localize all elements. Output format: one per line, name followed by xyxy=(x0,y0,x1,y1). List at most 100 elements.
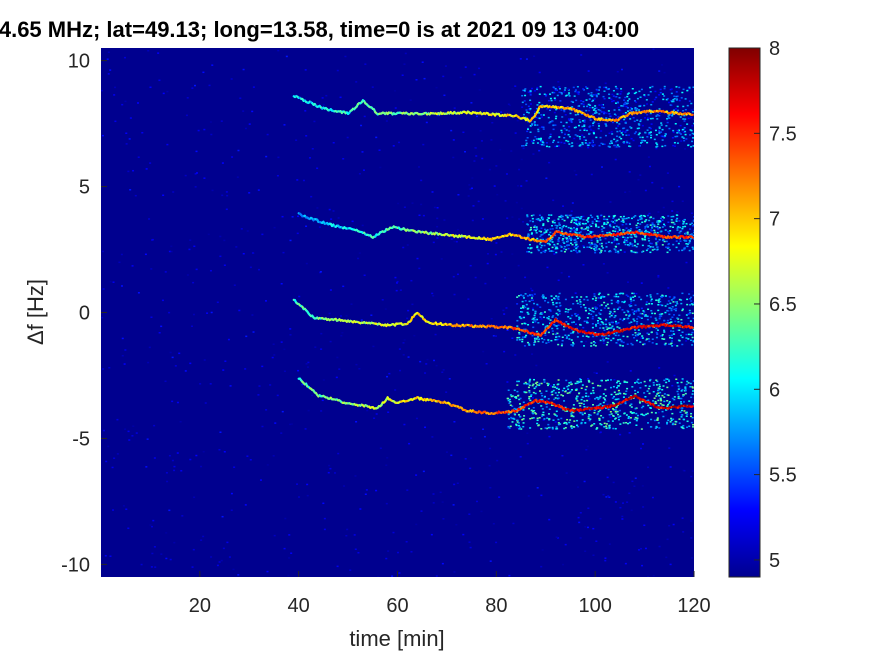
noise-speck xyxy=(566,240,569,243)
noise-speck xyxy=(658,385,661,388)
noise-speck xyxy=(525,103,528,106)
noise-speck xyxy=(656,226,659,229)
noise-speck xyxy=(494,253,497,256)
noise-speck xyxy=(457,193,460,196)
noise-speck xyxy=(469,467,472,470)
noise-speck xyxy=(530,247,533,249)
noise-speck xyxy=(603,143,606,146)
noise-speck xyxy=(223,239,226,242)
noise-speck xyxy=(632,311,635,314)
noise-speck xyxy=(265,155,268,158)
noise-speck xyxy=(691,336,694,339)
plot-area-background xyxy=(101,48,694,577)
noise-speck xyxy=(281,410,284,413)
noise-speck xyxy=(650,298,653,300)
noise-speck xyxy=(541,233,544,236)
noise-speck xyxy=(536,417,539,420)
noise-speck xyxy=(678,220,681,222)
noise-speck xyxy=(610,98,613,101)
noise-speck xyxy=(567,93,570,96)
noise-speck xyxy=(588,419,591,422)
noise-speck xyxy=(639,123,642,125)
noise-speck xyxy=(552,404,555,407)
noise-speck xyxy=(646,318,649,321)
noise-speck xyxy=(661,337,664,340)
noise-speck xyxy=(618,228,621,230)
noise-speck xyxy=(621,502,624,504)
noise-speck xyxy=(559,100,562,102)
noise-speck xyxy=(614,427,617,430)
noise-speck xyxy=(561,218,564,221)
noise-speck xyxy=(470,102,473,104)
noise-speck xyxy=(638,127,641,129)
noise-speck xyxy=(516,380,519,383)
noise-speck xyxy=(481,157,484,160)
noise-speck xyxy=(526,311,529,314)
noise-speck xyxy=(296,232,299,235)
noise-speck xyxy=(657,223,660,225)
noise-speck xyxy=(128,138,131,140)
noise-speck xyxy=(634,108,637,110)
noise-speck xyxy=(612,332,615,335)
noise-speck xyxy=(656,225,659,228)
noise-speck xyxy=(244,504,247,506)
noise-speck xyxy=(677,235,680,238)
noise-speck xyxy=(606,361,609,363)
noise-speck xyxy=(252,252,255,254)
noise-speck xyxy=(633,310,636,313)
noise-speck xyxy=(649,224,652,226)
noise-speck xyxy=(492,522,495,525)
noise-speck xyxy=(543,418,546,420)
noise-speck xyxy=(600,321,603,323)
noise-speck xyxy=(375,413,378,415)
noise-speck xyxy=(552,128,555,131)
noise-speck xyxy=(225,208,228,211)
noise-speck xyxy=(632,117,635,119)
noise-speck xyxy=(549,385,552,387)
noise-speck xyxy=(598,248,601,250)
noise-speck xyxy=(149,524,152,526)
noise-speck xyxy=(632,139,635,142)
noise-speck xyxy=(608,334,611,337)
noise-speck xyxy=(479,130,482,132)
noise-speck xyxy=(537,402,540,404)
noise-speck xyxy=(111,466,114,469)
noise-speck xyxy=(614,417,617,419)
noise-speck xyxy=(543,379,546,381)
noise-speck xyxy=(113,94,116,96)
noise-speck xyxy=(685,138,688,140)
noise-speck xyxy=(638,90,641,93)
noise-speck xyxy=(600,130,603,132)
noise-speck xyxy=(662,404,665,407)
noise-speck xyxy=(164,380,167,383)
noise-speck xyxy=(533,55,536,58)
noise-speck xyxy=(567,140,570,143)
noise-speck xyxy=(537,424,540,426)
noise-speck xyxy=(566,410,569,412)
noise-speck xyxy=(557,423,560,426)
noise-speck xyxy=(406,317,409,320)
noise-speck xyxy=(688,309,691,312)
noise-speck xyxy=(561,389,564,392)
noise-speck xyxy=(274,422,277,424)
noise-speck xyxy=(594,345,597,347)
noise-speck xyxy=(290,552,293,554)
noise-speck xyxy=(689,296,692,299)
noise-speck xyxy=(667,403,670,406)
noise-speck xyxy=(576,251,579,254)
noise-speck xyxy=(588,132,591,135)
noise-speck xyxy=(680,322,683,324)
noise-speck xyxy=(659,300,662,303)
noise-speck xyxy=(678,298,681,301)
noise-speck xyxy=(629,298,632,300)
noise-speck xyxy=(504,200,507,202)
noise-speck xyxy=(523,89,526,92)
noise-speck xyxy=(118,261,121,264)
noise-speck xyxy=(351,220,354,223)
noise-speck xyxy=(285,55,288,58)
noise-speck xyxy=(611,100,614,103)
noise-speck xyxy=(536,86,539,89)
noise-speck xyxy=(584,139,587,142)
noise-speck xyxy=(613,113,616,116)
